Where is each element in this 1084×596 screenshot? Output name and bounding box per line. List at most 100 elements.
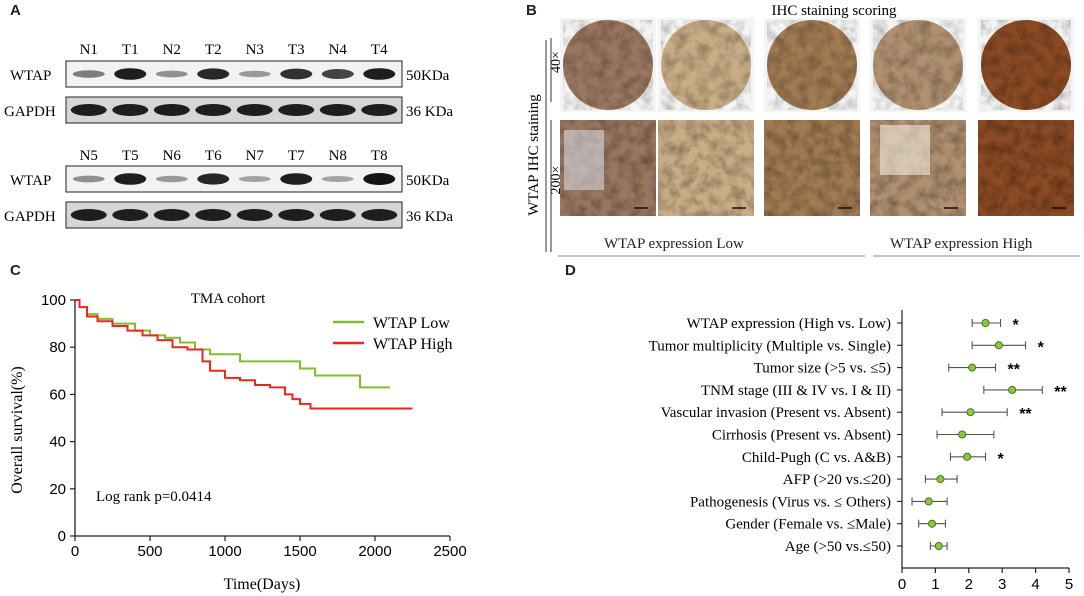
forest-row-label: TNM stage (III & IV vs. I & II) <box>701 383 891 399</box>
forest-point <box>966 408 975 417</box>
km-y-tick: 60 <box>49 386 66 403</box>
blot-bottom-gapdh-band <box>278 209 315 221</box>
forest-significance: ** <box>1008 362 1021 379</box>
forest-x-tick: 2 <box>965 576 973 593</box>
blot-bottom-gapdh-band <box>112 209 149 221</box>
blot-top-lane-n2: N2 <box>163 42 181 58</box>
blot-top-lane-t2: T2 <box>205 42 222 58</box>
km-legend-high: WTAP High <box>373 336 452 353</box>
blot-top-wtap-band <box>114 68 147 80</box>
forest-row-label: Tumor multiplicity (Multiple vs. Single) <box>649 338 891 354</box>
blot-top-lane-t3: T3 <box>288 42 305 58</box>
blot-bottom-wtap-band <box>72 175 105 183</box>
blot-top-gapdh-band <box>70 104 107 116</box>
forest-significance: ** <box>1019 406 1032 423</box>
blot-top-row-wtap: WTAP <box>10 68 51 84</box>
blot-bottom-wtap-band <box>114 173 147 185</box>
blot-top-lane-n4: N4 <box>329 42 348 58</box>
blot-bottom-wtap-band <box>280 173 313 185</box>
forest-row-label: Age (>50 vs.≤50) <box>785 539 891 555</box>
forest-point <box>963 452 972 461</box>
blot-top-size-wtap: 50KDa <box>406 68 450 84</box>
blot-top-gapdh-band <box>361 104 398 116</box>
blot-bottom-wtap-band <box>197 173 230 185</box>
forest-significance: * <box>1013 317 1020 334</box>
forest-point <box>934 541 943 550</box>
forest-x-tick: 4 <box>1031 576 1039 593</box>
blot-bottom-row-gapdh: GAPDH <box>4 209 56 225</box>
ihc-title: IHC staining scoring <box>772 3 897 19</box>
blot-bottom-gapdh-band <box>195 209 232 221</box>
blot-bottom-gapdh-band <box>70 209 107 221</box>
forest-x-tick: 1 <box>931 576 939 593</box>
blot-top-wtap-band <box>72 70 105 78</box>
blot-top-gapdh-band <box>278 104 315 116</box>
km-pvalue: Log rank p=0.0414 <box>96 489 212 505</box>
forest-point <box>928 519 937 528</box>
blot-top-lane-n3: N3 <box>246 42 264 58</box>
forest-row-label: Vascular invasion (Present vs. Absent) <box>661 405 891 421</box>
km-x-tick: 1500 <box>283 543 316 560</box>
blot-bottom-gapdh-band <box>319 209 356 221</box>
blot-top-size-gapdh: 36 KDa <box>406 104 453 120</box>
panel-label-b: B <box>526 2 537 19</box>
forest-row-label: AFP (>20 vs.≤20) <box>783 472 891 488</box>
blot-top-lane-n1: N1 <box>80 42 98 58</box>
forest-row-label: WTAP expression (High vs. Low) <box>687 316 891 332</box>
blot-top-lane-t4: T4 <box>371 42 388 58</box>
blot-bottom-gapdh-band <box>236 209 273 221</box>
blot-top-gapdh-band <box>319 104 356 116</box>
forest-point <box>1008 385 1017 394</box>
blot-top-gapdh-band <box>112 104 149 116</box>
western-blot: N1 T1 N2 T2 N3 T3 N4 T4 WTAP GAPDH 50KDa 36 KDa N5 T5… <box>4 42 453 229</box>
forest-significance: * <box>998 451 1005 468</box>
blot-bottom-gapdh-band <box>153 209 190 221</box>
blot-top-wtap-band <box>197 68 230 80</box>
forest-row-label: Child-Pugh (C vs. A&B) <box>742 450 891 466</box>
blot-bottom-wtap-band <box>321 176 354 182</box>
blot-top-gapdh-band <box>236 104 273 116</box>
km-y-tick: 20 <box>49 481 66 498</box>
blot-bottom-gapdh-band <box>361 209 398 221</box>
blot-bottom-wtap-band <box>363 173 396 185</box>
forest-point <box>924 497 933 506</box>
forest-point <box>968 363 977 372</box>
km-y-tick: 80 <box>49 339 66 356</box>
blot-top-wtap-band <box>280 68 313 80</box>
forest-row-label: Pathogenesis (Virus vs. ≤ Others) <box>690 494 891 510</box>
blot-bottom-wtap-band <box>155 175 188 183</box>
blot-bottom-lane-n8: N8 <box>329 148 347 164</box>
km-y-tick: 40 <box>49 434 66 451</box>
ihc-group-low: WTAP expression Low <box>604 236 744 252</box>
forest-significance: ** <box>1054 384 1067 401</box>
forest-x-tick: 0 <box>898 576 906 593</box>
blot-bottom-lane-t8: T8 <box>371 148 388 164</box>
km-ylabel: Overall survival(%) <box>9 366 26 494</box>
blot-bottom-row-wtap: WTAP <box>10 173 51 189</box>
blot-top-wtap-band <box>238 70 271 78</box>
km-legend-low: WTAP Low <box>373 315 450 332</box>
forest-row-label: Gender (Female vs. ≤Male) <box>725 517 891 533</box>
km-x-tick: 0 <box>71 543 79 560</box>
ihc-panel: IHC staining scoring WTAP IHC staining 4… <box>526 3 1080 257</box>
forest-x-tick: 5 <box>1065 576 1073 593</box>
blot-top-wtap-band <box>321 69 354 79</box>
blot-top-wtap-band <box>155 70 188 78</box>
km-subtitle: TMA cohort <box>191 291 266 307</box>
km-x-tick: 2000 <box>358 543 391 560</box>
panel-label-c: C <box>10 262 21 279</box>
blot-bottom-wtap-band <box>238 176 271 182</box>
forest-point <box>936 475 945 484</box>
km-series-high <box>75 299 413 410</box>
forest-point <box>958 430 967 439</box>
km-x-tick: 1000 <box>208 543 241 560</box>
km-y-tick: 0 <box>58 528 66 545</box>
forest-plot: 0 1 2 3 4 5 WTAP expression (High vs. Low) * Tum… <box>649 310 1073 593</box>
km-chart: 0 500 1000 1500 2000 2500 0 20 40 60 80 100 TMA coh… <box>9 291 467 593</box>
km-x-tick: 2500 <box>433 543 466 560</box>
blot-top-gapdh-band <box>153 104 190 116</box>
blot-top-gapdh-band <box>195 104 232 116</box>
blot-bottom-lane-n7: N7 <box>246 148 265 164</box>
blot-top-lane-t1: T1 <box>122 42 139 58</box>
blot-bottom-lane-t6: T6 <box>205 148 222 164</box>
